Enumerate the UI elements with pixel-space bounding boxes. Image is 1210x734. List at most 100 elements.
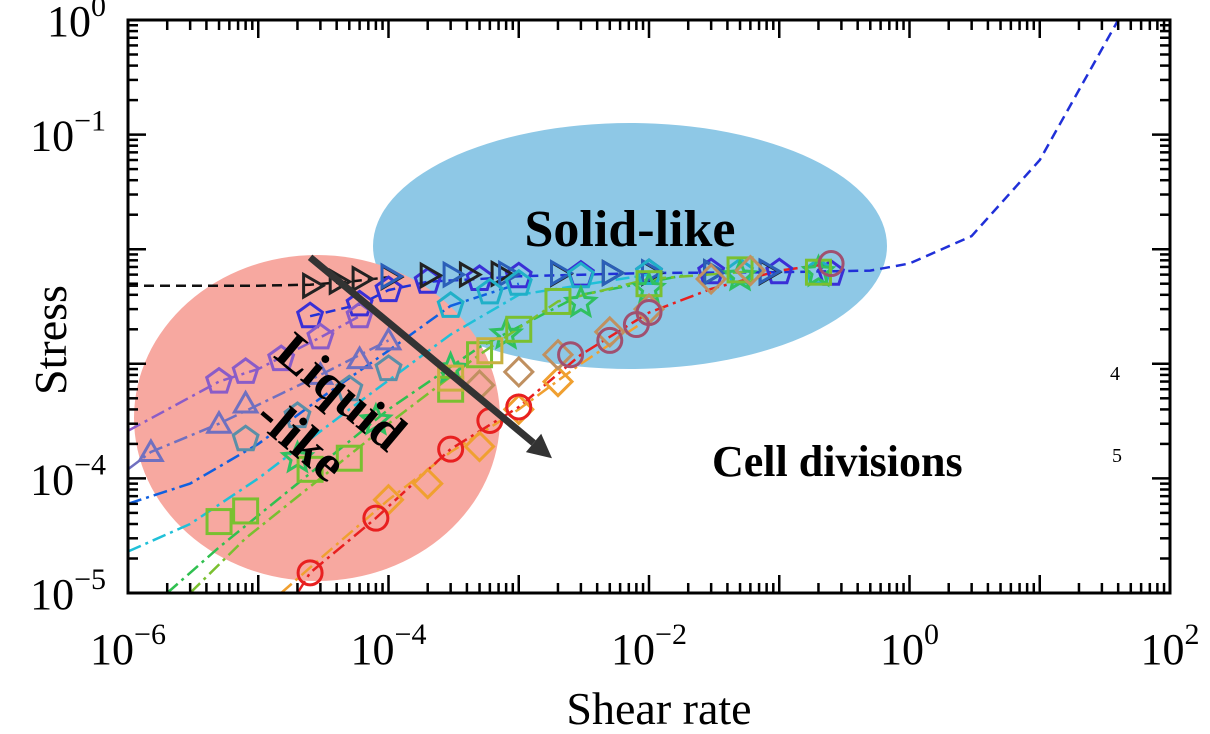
y-tick-exponent: −4 bbox=[74, 448, 106, 481]
data-point bbox=[231, 424, 260, 452]
x-tick-base: 10 bbox=[611, 625, 655, 674]
y-tick-base: 10 bbox=[30, 570, 74, 619]
series-10 bbox=[437, 337, 504, 392]
y-tick-label: 10−1 bbox=[30, 105, 106, 161]
data-point bbox=[231, 389, 260, 414]
stray-mark-4: 4 bbox=[1110, 363, 1120, 385]
y-tick-exponent: −5 bbox=[74, 563, 106, 596]
x-tick-exponent: 2 bbox=[1185, 618, 1200, 651]
y-tick-exponent: 0 bbox=[91, 0, 106, 23]
data-point bbox=[593, 315, 626, 349]
stray-mark-5: 5 bbox=[1112, 445, 1122, 467]
data-point bbox=[306, 322, 335, 350]
series-6 bbox=[231, 354, 403, 452]
data-point bbox=[351, 265, 376, 293]
data-point bbox=[541, 365, 575, 398]
data-point bbox=[335, 444, 363, 472]
x-tick-label: 10−4 bbox=[351, 618, 427, 674]
cell-divisions-arrow-head bbox=[525, 433, 552, 459]
data-point bbox=[635, 299, 663, 327]
y-tick-label: 10−5 bbox=[30, 563, 106, 619]
y-tick-exponent: −1 bbox=[74, 105, 106, 138]
data-point bbox=[296, 559, 324, 587]
data-point bbox=[817, 250, 845, 278]
data-point bbox=[475, 277, 504, 305]
y-axis-label: Stress bbox=[25, 285, 76, 395]
data-point bbox=[465, 264, 494, 291]
x-tick-base: 10 bbox=[1141, 625, 1185, 674]
data-point bbox=[596, 326, 624, 354]
data-point bbox=[463, 430, 496, 463]
data-point bbox=[544, 287, 572, 315]
data-point bbox=[502, 393, 535, 426]
data-point bbox=[436, 291, 465, 318]
data-point bbox=[490, 259, 515, 288]
x-tick-base: 10 bbox=[351, 625, 395, 674]
fit-curve-2 bbox=[128, 275, 389, 287]
data-point bbox=[505, 315, 533, 343]
data-point bbox=[295, 301, 325, 329]
data-point bbox=[411, 467, 444, 500]
x-tick-label: 10−6 bbox=[90, 618, 166, 674]
data-point bbox=[204, 366, 234, 394]
x-axis-label: Shear rate bbox=[566, 683, 751, 734]
x-tick-exponent: 0 bbox=[924, 618, 939, 651]
data-point bbox=[137, 437, 165, 462]
series-5 bbox=[137, 326, 403, 462]
data-point bbox=[601, 259, 626, 287]
cell-divisions-arrow-line bbox=[307, 254, 536, 446]
data-point bbox=[306, 360, 335, 385]
data-point bbox=[205, 409, 233, 434]
y-tick-base: 10 bbox=[47, 0, 91, 46]
markers-layer bbox=[137, 250, 846, 587]
fit-curve-8 bbox=[189, 270, 751, 593]
data-point bbox=[302, 271, 327, 300]
regions-layer bbox=[134, 123, 887, 581]
data-point bbox=[283, 401, 312, 429]
data-point bbox=[357, 401, 394, 436]
series-13 bbox=[296, 393, 533, 587]
data-point bbox=[437, 435, 465, 463]
data-point bbox=[734, 254, 767, 287]
series-14 bbox=[557, 250, 845, 369]
data-point bbox=[442, 260, 467, 289]
data-point bbox=[380, 262, 405, 291]
x-tick-label: 10−2 bbox=[611, 618, 687, 674]
solid-like-label: Solid-like bbox=[525, 201, 736, 258]
fit-curve-5 bbox=[128, 282, 520, 505]
data-point bbox=[505, 393, 533, 421]
x-tick-base: 10 bbox=[90, 625, 134, 674]
data-point bbox=[634, 258, 664, 285]
cell-divisions-label: Cell divisions bbox=[712, 437, 963, 486]
data-point bbox=[697, 257, 726, 285]
data-point bbox=[550, 259, 574, 287]
data-point bbox=[231, 357, 260, 384]
ticks-layer bbox=[126, 18, 1172, 595]
y-tick-label: 10−4 bbox=[30, 448, 106, 504]
data-point bbox=[498, 259, 523, 288]
data-point bbox=[374, 326, 403, 351]
data-point bbox=[541, 338, 575, 371]
data-point bbox=[335, 374, 364, 402]
data-point bbox=[205, 508, 233, 536]
data-point bbox=[419, 261, 444, 290]
x-tick-exponent: −6 bbox=[134, 618, 166, 651]
fit-curve-10 bbox=[296, 262, 832, 593]
data-point bbox=[345, 345, 374, 370]
x-tick-exponent: −2 bbox=[655, 618, 687, 651]
solid-like-region bbox=[373, 123, 887, 369]
data-point bbox=[466, 341, 494, 369]
data-point bbox=[502, 355, 535, 389]
data-point bbox=[374, 354, 403, 382]
data-point bbox=[437, 364, 465, 392]
y-tick-base: 10 bbox=[30, 455, 74, 504]
data-point bbox=[345, 289, 374, 317]
x-tick-label: 102 bbox=[1141, 618, 1200, 674]
data-point bbox=[557, 341, 585, 369]
data-point bbox=[232, 497, 260, 525]
x-tick-base: 10 bbox=[880, 625, 924, 674]
data-point bbox=[476, 337, 504, 365]
y-tick-base: 10 bbox=[30, 112, 74, 161]
